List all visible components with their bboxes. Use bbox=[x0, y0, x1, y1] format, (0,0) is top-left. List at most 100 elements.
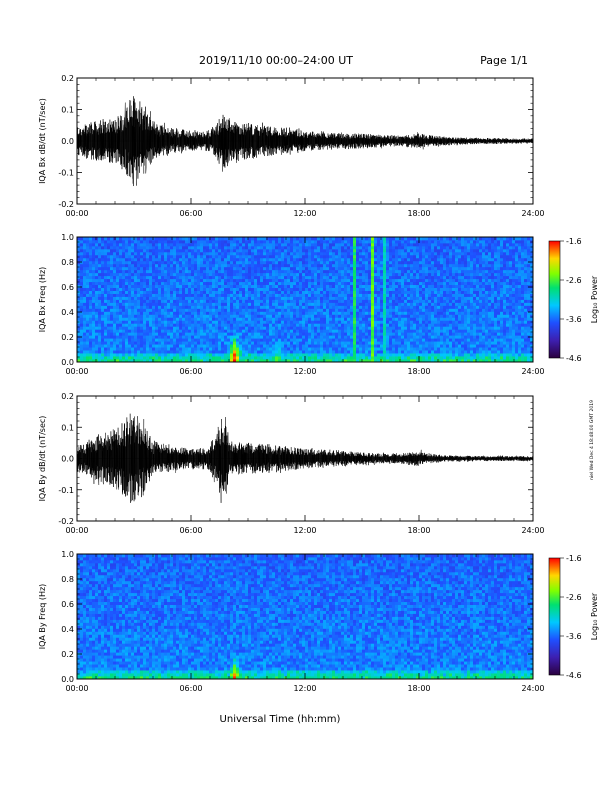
spectrogram-cell bbox=[86, 263, 90, 268]
spectrogram-cell bbox=[104, 269, 108, 274]
spectrogram-cell bbox=[299, 341, 303, 345]
spectrogram-cell bbox=[218, 287, 222, 291]
spectrogram-cell bbox=[308, 311, 312, 315]
spectrogram-cell bbox=[248, 299, 252, 303]
spectrogram-cell bbox=[275, 257, 279, 262]
spectrogram-cell bbox=[392, 314, 396, 318]
spectrogram-cell bbox=[260, 251, 264, 256]
spectrogram-cell bbox=[347, 278, 351, 283]
spectrogram-cell bbox=[203, 332, 207, 336]
spectrogram-cell bbox=[149, 269, 153, 274]
spectrogram-cell bbox=[218, 257, 222, 262]
spectrogram-cell bbox=[314, 254, 318, 259]
spectrogram-cell bbox=[272, 293, 276, 297]
spectrogram-cell bbox=[299, 263, 303, 268]
spectrogram-cell bbox=[206, 356, 210, 360]
spectrogram-cell bbox=[104, 257, 108, 262]
spectrogram-cell bbox=[140, 308, 144, 312]
spectrogram-cell bbox=[206, 269, 210, 274]
spectrogram-cell bbox=[311, 353, 315, 357]
spectrogram-cell bbox=[272, 284, 276, 288]
spectrogram-cell bbox=[374, 302, 378, 306]
spectrogram-cell bbox=[293, 245, 297, 250]
spectrogram-cell bbox=[224, 245, 228, 250]
spectrogram-cell bbox=[410, 248, 414, 253]
spectrogram-cell bbox=[338, 296, 342, 300]
spectrogram-cell bbox=[86, 338, 90, 342]
spectrogram-cell bbox=[287, 320, 291, 324]
spectrogram-cell bbox=[311, 296, 315, 300]
spectrogram-cell bbox=[323, 308, 327, 312]
spectrogram-cell bbox=[170, 326, 174, 330]
spectrogram-cell bbox=[248, 356, 252, 360]
spectrogram-cell bbox=[227, 281, 231, 286]
spectrogram-cell bbox=[218, 356, 222, 360]
spectrogram-cell bbox=[338, 278, 342, 283]
spectrogram-cell bbox=[200, 293, 204, 297]
spectrogram-cell bbox=[329, 344, 333, 348]
spectrogram-cell bbox=[299, 326, 303, 330]
spectrogram-cell bbox=[410, 356, 414, 360]
spectrogram-cell bbox=[104, 332, 108, 336]
spectrogram-cell bbox=[422, 359, 426, 363]
spectrogram-cell bbox=[281, 344, 285, 348]
spectrogram-cell bbox=[359, 272, 363, 277]
spectrogram-cell bbox=[317, 323, 321, 327]
spectrogram-cell bbox=[110, 344, 114, 348]
spectrogram-cell bbox=[419, 278, 423, 283]
spectrogram-cell bbox=[290, 314, 294, 318]
spectrogram-cell bbox=[77, 263, 81, 268]
spectrogram-cell bbox=[347, 344, 351, 348]
spectrogram-cell bbox=[77, 266, 81, 271]
spectrogram-cell bbox=[251, 359, 255, 363]
spectrogram-cell bbox=[86, 239, 90, 244]
spectrogram-cell bbox=[287, 266, 291, 271]
spectrogram-cell bbox=[266, 290, 270, 294]
spectrogram-cell bbox=[80, 290, 84, 294]
spectrogram-cell bbox=[209, 242, 213, 247]
spectrogram-cell bbox=[401, 237, 405, 241]
spectrogram-cell bbox=[185, 332, 189, 336]
spectrogram-cell bbox=[125, 260, 129, 265]
spectrogram-cell bbox=[110, 287, 114, 291]
spectrogram-cell bbox=[176, 278, 180, 283]
spectrogram-cell bbox=[101, 290, 105, 294]
spectrogram-cell bbox=[335, 275, 339, 280]
spectrogram-cell bbox=[134, 347, 138, 351]
spectrogram-cell bbox=[146, 248, 150, 253]
spectrogram-cell bbox=[251, 237, 255, 241]
spectrogram-cell bbox=[392, 344, 396, 348]
spectrogram-cell bbox=[155, 308, 159, 312]
spectrogram-cell bbox=[209, 308, 213, 312]
spectrogram-cell bbox=[383, 290, 387, 294]
spectrogram-cell bbox=[98, 344, 102, 348]
spectrogram-cell bbox=[389, 299, 393, 303]
spectrogram-cell bbox=[407, 272, 411, 277]
spectrogram-cell bbox=[404, 326, 408, 330]
spectrogram-cell bbox=[398, 353, 402, 357]
spectrogram-cell bbox=[185, 359, 189, 363]
spectrogram-cell bbox=[182, 359, 186, 363]
spectrogram-cell bbox=[404, 359, 408, 363]
spectrogram-cell bbox=[98, 272, 102, 277]
spectrogram-cell bbox=[251, 341, 255, 345]
spectrogram-cell bbox=[323, 344, 327, 348]
spectrogram-cell bbox=[350, 242, 354, 247]
spectrogram-cell bbox=[206, 323, 210, 327]
spectrogram-cell bbox=[236, 326, 240, 330]
spectrogram-cell bbox=[158, 350, 162, 354]
spectrogram-cell bbox=[422, 251, 426, 256]
spectrogram-cell bbox=[407, 302, 411, 306]
spectrogram-cell bbox=[176, 237, 180, 241]
spectrogram-cell bbox=[209, 260, 213, 265]
spectrogram-cell bbox=[170, 248, 174, 253]
spectrogram-cell bbox=[146, 341, 150, 345]
spectrogram-cell bbox=[389, 248, 393, 253]
spectrogram-cell bbox=[101, 353, 105, 357]
spectrogram-cell bbox=[161, 296, 165, 300]
spectrogram-cell bbox=[377, 272, 381, 277]
spectrogram-cell bbox=[119, 287, 123, 291]
spectrogram-cell bbox=[83, 356, 87, 360]
spectrogram-cell bbox=[284, 341, 288, 345]
spectrogram-cell bbox=[356, 359, 360, 363]
